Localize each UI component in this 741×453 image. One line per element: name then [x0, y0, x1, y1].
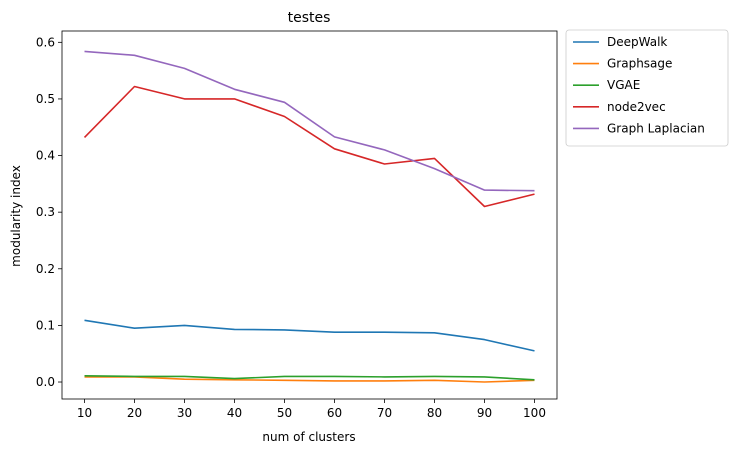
x-tick-label: 40	[227, 406, 242, 420]
chart-title: testes	[288, 10, 331, 26]
legend-label: Graph Laplacian	[607, 121, 705, 135]
x-tick-label: 70	[377, 406, 392, 420]
y-tick-label: 0.4	[36, 149, 55, 163]
y-tick-label: 0.0	[36, 375, 55, 389]
y-tick-label: 0.2	[36, 262, 55, 276]
series-line-graphsage	[84, 376, 535, 383]
plot-frame	[61, 30, 558, 400]
x-axis: 10 20 30 40 50 60 70 80 90 100	[77, 399, 546, 420]
y-tick-label: 0.6	[36, 35, 55, 49]
series-line-deepwalk	[84, 319, 535, 352]
y-axis-label: modularity index	[9, 165, 23, 267]
legend: DeepWalk Graphsage VGAE node2vec Graph Lapla…	[565, 29, 729, 147]
plot-area	[61, 30, 558, 400]
series-line-vgae	[84, 375, 535, 381]
x-tick-label: 30	[177, 406, 192, 420]
x-tick-label: 80	[427, 406, 442, 420]
legend-box	[565, 29, 729, 147]
y-axis: 0.0 0.1 0.2 0.3 0.4 0.5 0.6	[36, 35, 62, 389]
legend-label: VGAE	[607, 78, 640, 92]
x-tick-label: 10	[77, 406, 92, 420]
x-tick-label: 60	[327, 406, 342, 420]
legend-label: DeepWalk	[607, 35, 667, 49]
x-axis-label: num of clusters	[262, 430, 355, 444]
legend-label: Graphsage	[607, 57, 672, 71]
legend-label: node2vec	[607, 100, 666, 114]
y-tick-label: 0.5	[36, 92, 55, 106]
x-tick-label: 50	[277, 406, 292, 420]
series-line-graph-laplacian	[84, 50, 535, 192]
x-tick-label: 100	[523, 406, 546, 420]
y-tick-label: 0.1	[36, 318, 55, 332]
series-lines	[83, 50, 535, 383]
x-tick-label: 20	[127, 406, 142, 420]
series-line-node2vec	[83, 85, 535, 208]
x-tick-label: 90	[477, 406, 492, 420]
y-tick-label: 0.3	[36, 205, 55, 219]
